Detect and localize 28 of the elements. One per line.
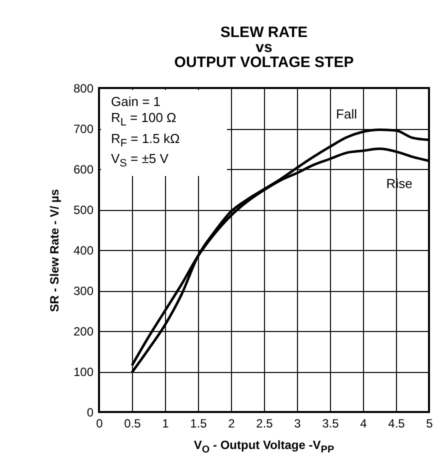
x-tick-label: 4 [360,416,368,430]
y-tick-label: 400 [73,244,94,258]
annotation: R$_{F}$ = 1.5 kΩ [111,130,181,152]
annotation: R$_{L}$ = 100 Ω [111,110,178,131]
annotation: V$_{S}$ = ±5 V [111,151,170,172]
y-axis-title: SR - Slew Rate - V/ µs [47,188,62,312]
x-tick-label: 3.5 [322,416,340,430]
y-tick-label: 500 [73,203,94,217]
y-tick-label: 200 [73,324,94,338]
x-tick-label: 2 [228,416,236,430]
y-tick-label: 700 [73,122,94,136]
y-tick-label: 600 [73,162,94,176]
annotation: Gain = 1 [111,94,162,110]
x-tick-label: 1.5 [190,416,208,430]
chart-title: SLEW RATE vs OUTPUT VOLTAGE STEP [174,24,354,71]
x-tick-label: 3 [294,416,302,430]
x-tick-label: 1 [162,416,170,430]
y-tick-label: 0 [86,406,94,420]
x-tick-label: 4.5 [388,416,406,430]
y-tick-label: 800 [73,82,94,96]
series-label: Fall [336,106,358,122]
x-tick-label: 2.5 [256,416,274,430]
x-axis-title: V$_{O}$ - Output Voltage -V$_{PP}$ [192,438,336,456]
x-tick-label: 0 [96,416,104,430]
x-tick-label: 5 [426,416,434,430]
x-tick-label: 0.5 [124,416,142,430]
y-tick-label: 100 [73,365,94,379]
y-tick-label: 300 [73,284,94,298]
